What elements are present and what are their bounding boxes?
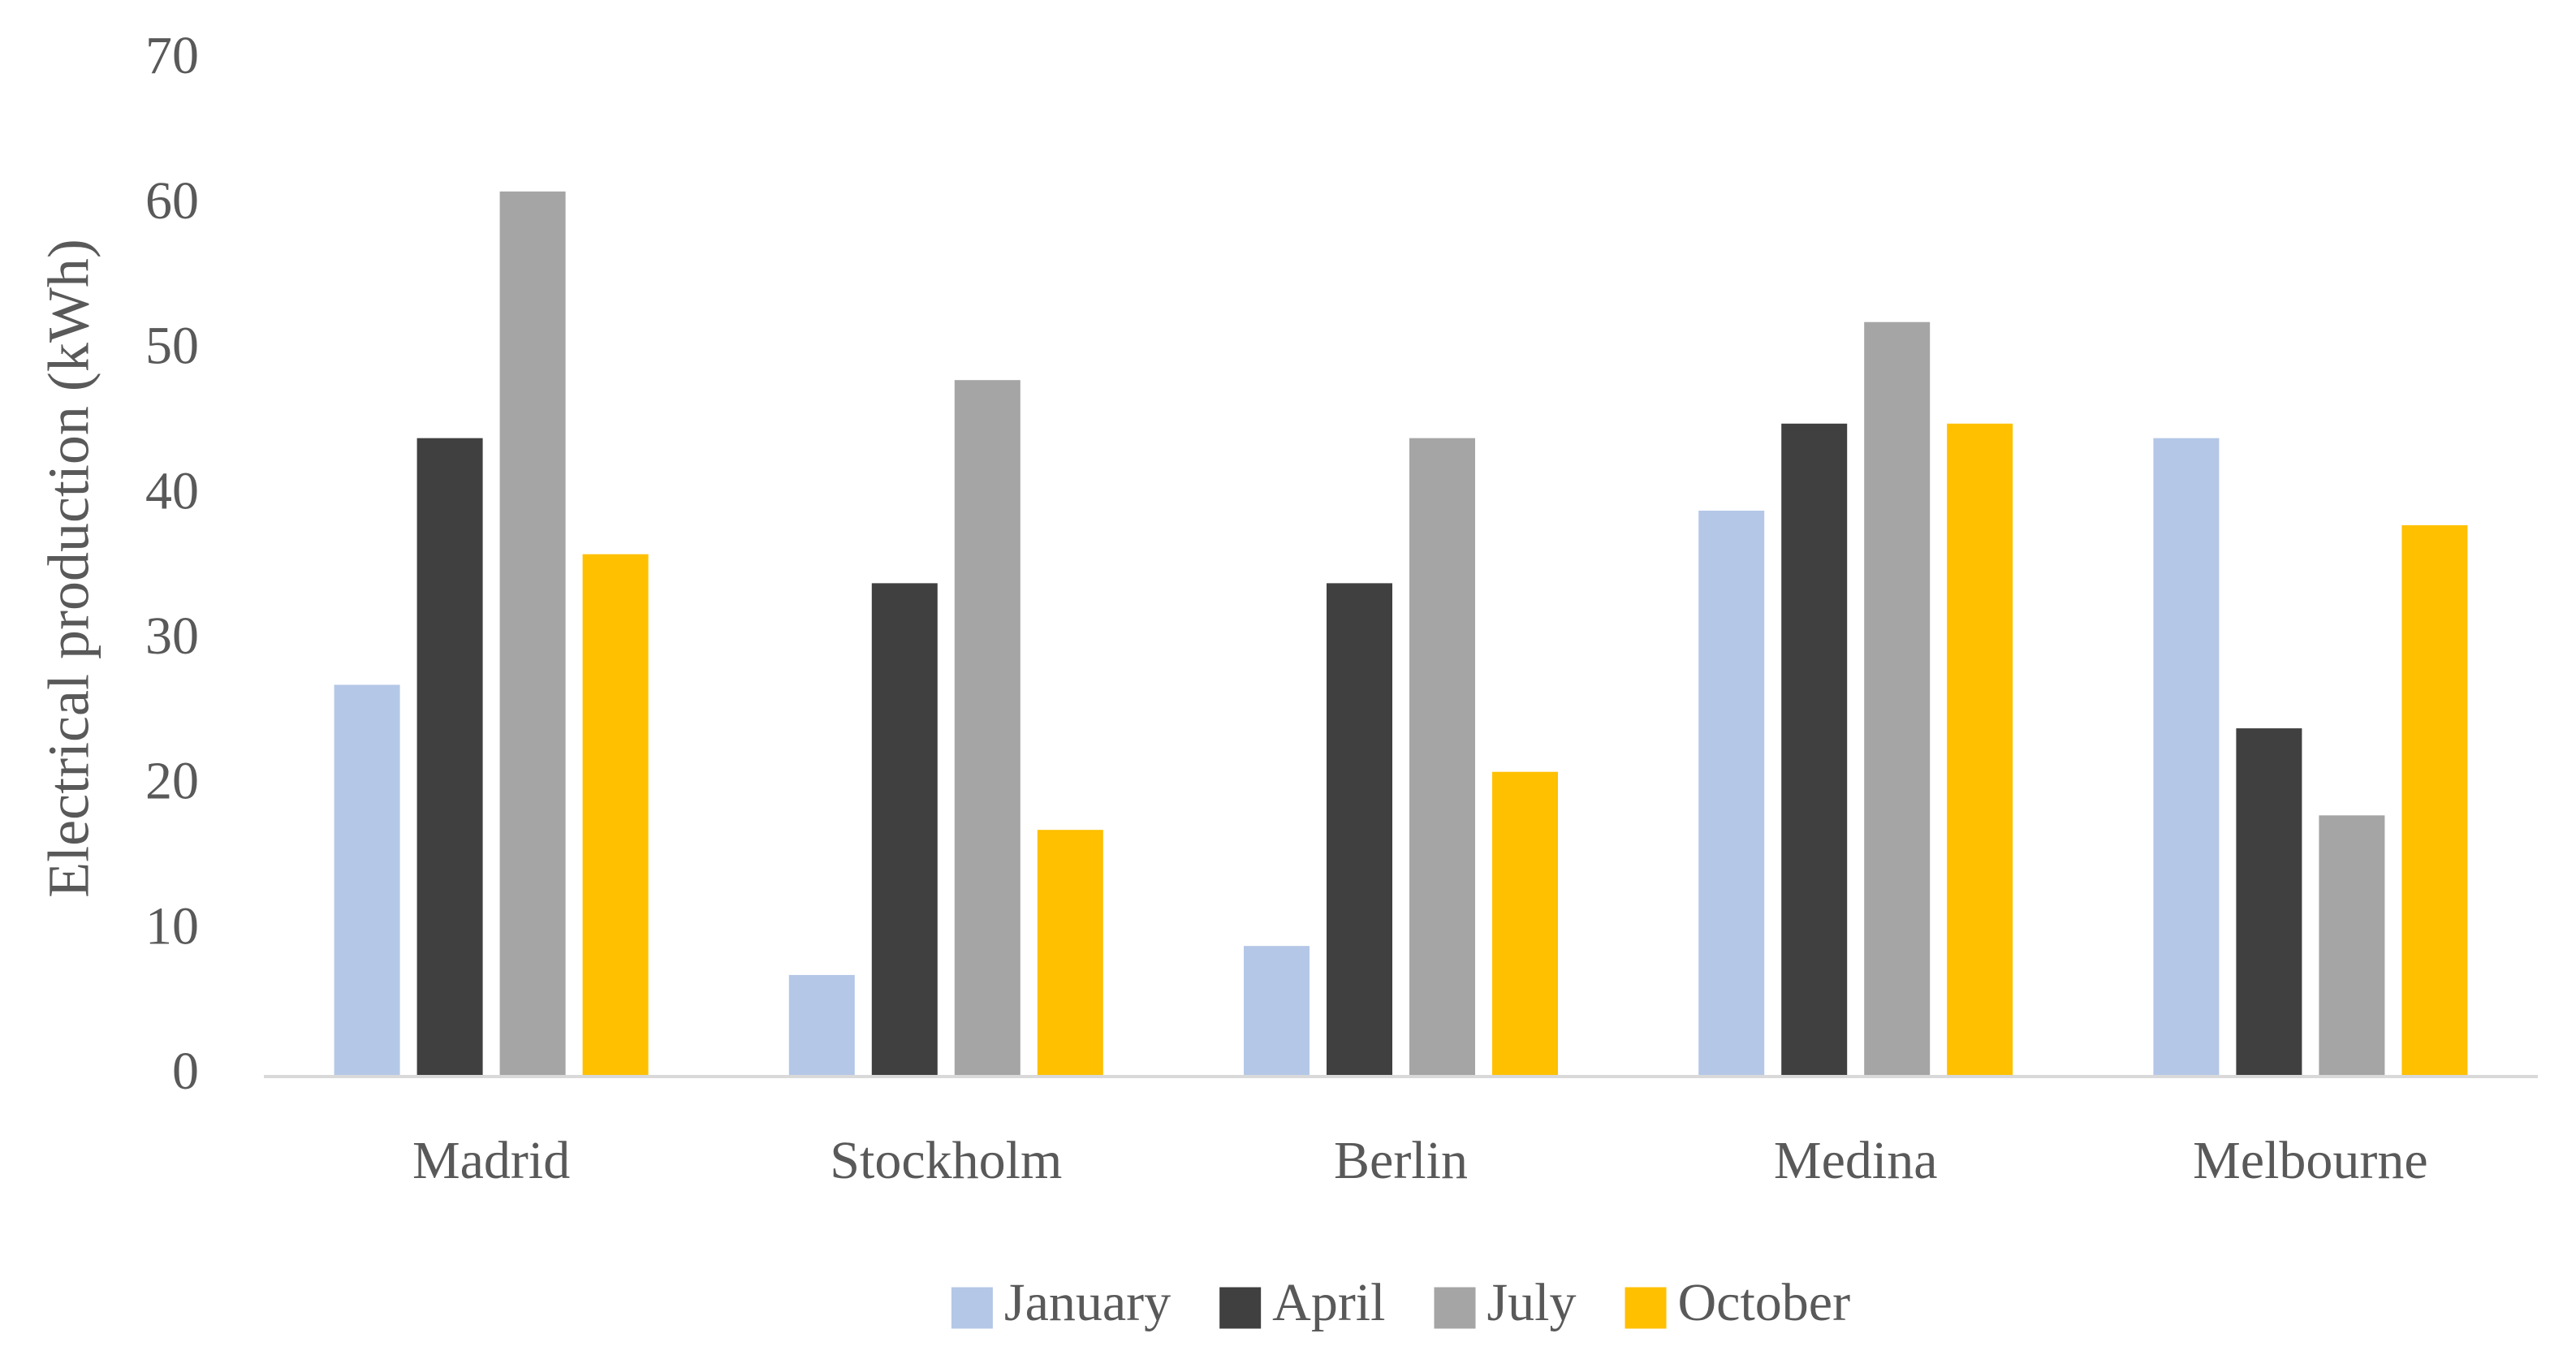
- y-tick-label: 30: [145, 606, 199, 666]
- bar: [2401, 524, 2468, 1077]
- legend-label: October: [1678, 1273, 1851, 1332]
- y-tick-label: 40: [145, 461, 199, 520]
- bar: [2319, 815, 2385, 1077]
- bar: [1409, 438, 1475, 1077]
- x-tick-label: Stockholm: [830, 1131, 1062, 1190]
- y-tick-label: 10: [145, 896, 199, 956]
- y-tick-label: 20: [145, 752, 199, 811]
- bar: [1244, 946, 1310, 1077]
- legend-swatch: [1219, 1287, 1262, 1329]
- y-tick-label: 60: [145, 171, 199, 231]
- bar: [334, 684, 400, 1077]
- legend-label: April: [1272, 1273, 1385, 1332]
- y-axis-title: Electrical production (kWh): [37, 239, 101, 898]
- bar: [1698, 511, 1765, 1077]
- bar: [582, 554, 649, 1077]
- bar: [1492, 771, 1558, 1077]
- y-tick-label: 50: [145, 317, 199, 376]
- bar: [499, 191, 566, 1077]
- bar: [1947, 423, 2013, 1077]
- bar: [2236, 728, 2302, 1077]
- x-tick-label: Melbourne: [2193, 1131, 2428, 1190]
- legend-swatch: [1625, 1287, 1667, 1329]
- bar: [1037, 830, 1103, 1077]
- bar: [788, 974, 855, 1077]
- x-tick-label: Medina: [1774, 1131, 1938, 1190]
- bar: [1327, 583, 1392, 1077]
- x-tick-label: Madrid: [412, 1131, 570, 1190]
- bar: [1781, 423, 1848, 1077]
- bar: [416, 438, 483, 1077]
- bar: [954, 380, 1020, 1077]
- bar: [2153, 438, 2220, 1077]
- legend-swatch: [1434, 1287, 1476, 1329]
- bar: [871, 583, 938, 1077]
- legend-label: July: [1486, 1273, 1576, 1332]
- x-tick-label: Berlin: [1334, 1131, 1468, 1190]
- legend-label: January: [1004, 1273, 1171, 1332]
- bar: [1864, 322, 1931, 1077]
- y-tick-label: 0: [172, 1042, 199, 1101]
- legend-swatch: [951, 1287, 993, 1329]
- y-tick-label: 70: [145, 26, 199, 85]
